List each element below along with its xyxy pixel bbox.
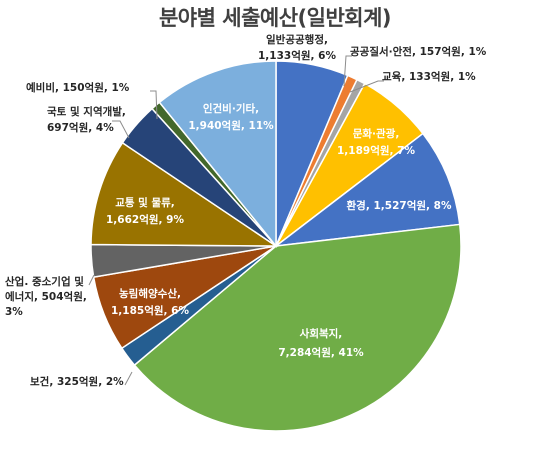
data-label-line: 국토 및 지역개발,	[47, 105, 126, 118]
data-label-line: 사회복지,	[300, 327, 343, 340]
data-label-line: 1,185억원, 6%	[111, 304, 189, 317]
data-label-line: 3%	[5, 306, 23, 318]
data-label-line: 보건, 325억원, 2%	[30, 375, 124, 388]
data-label-line: 697억원, 4%	[47, 121, 114, 134]
data-label-line: 일반공공행정,	[266, 33, 328, 46]
leader-line-land-regional	[112, 120, 130, 139]
data-label-culture-tourism: 문화·관광, 1,189억원, 7%	[337, 127, 415, 157]
data-label-line: 1,662억원, 9%	[106, 213, 184, 226]
data-label-line: 교통 및 물류,	[115, 197, 175, 209]
data-label-line: 1,189억원, 7%	[337, 144, 415, 157]
data-label-education: 교육, 133억원, 1%	[382, 70, 476, 83]
leader-line-industry-energy	[88, 274, 95, 286]
data-label-line: 예비비, 150억원, 1%	[26, 81, 130, 94]
data-label-general-admin: 일반공공행정, 1,133억원, 6%	[258, 33, 336, 62]
data-label-line: 인건비·기타,	[203, 102, 259, 115]
data-label-public-safety: 공공질서·안전, 157억원, 1%	[350, 45, 487, 58]
slice-personnel-other	[158, 60, 277, 249]
data-label-line: 에너지, 504억원,	[5, 290, 87, 303]
slice-transport-logistics	[90, 141, 279, 247]
data-label-line: 공공질서·안전, 157억원, 1%	[350, 45, 487, 58]
leader-line-health	[124, 371, 133, 386]
leader-lines	[88, 55, 384, 386]
data-label-line: 1,940억원, 11%	[188, 119, 274, 132]
data-label-land-regional: 국토 및 지역개발, 697억원, 4%	[47, 105, 126, 134]
data-label-social-welfare: 사회복지, 7,284억원, 41%	[278, 327, 364, 359]
data-label-line: 1,133억원, 6%	[258, 49, 336, 62]
data-label-line: 문화·관광,	[353, 127, 400, 140]
data-label-line: 농림해양수산,	[119, 287, 181, 300]
leader-line-reserve-fund	[150, 90, 158, 120]
data-label-reserve-fund: 예비비, 150억원, 1%	[26, 81, 130, 94]
data-label-transport-logistics: 교통 및 물류, 1,662억원, 9%	[106, 197, 184, 226]
data-label-line: 환경, 1,527억원, 8%	[347, 199, 452, 212]
data-label-line: 교육, 133억원, 1%	[382, 70, 476, 83]
data-label-line: 7,284억원, 41%	[278, 346, 364, 359]
data-label-environment: 환경, 1,527억원, 8%	[347, 199, 452, 212]
slice-environment	[273, 132, 461, 248]
data-label-agri-marine: 농림해양수산, 1,185억원, 6%	[111, 287, 189, 317]
slice-social-welfare	[133, 223, 462, 432]
leader-line-public-safety	[343, 55, 352, 87]
data-label-line: 산업. 중소기업 및	[5, 275, 84, 288]
leader-line-education	[349, 80, 384, 93]
chart-title: 분야별 세출예산(일반회계)	[158, 6, 392, 30]
pie-slices	[90, 60, 462, 432]
data-label-health: 보건, 325억원, 2%	[30, 375, 124, 388]
data-label-personnel-other: 인건비·기타, 1,940억원, 11%	[188, 102, 274, 132]
slice-labels: 일반공공행정, 1,133억원, 6% 공공질서·안전, 157억원, 1% 교육, …	[5, 33, 487, 388]
